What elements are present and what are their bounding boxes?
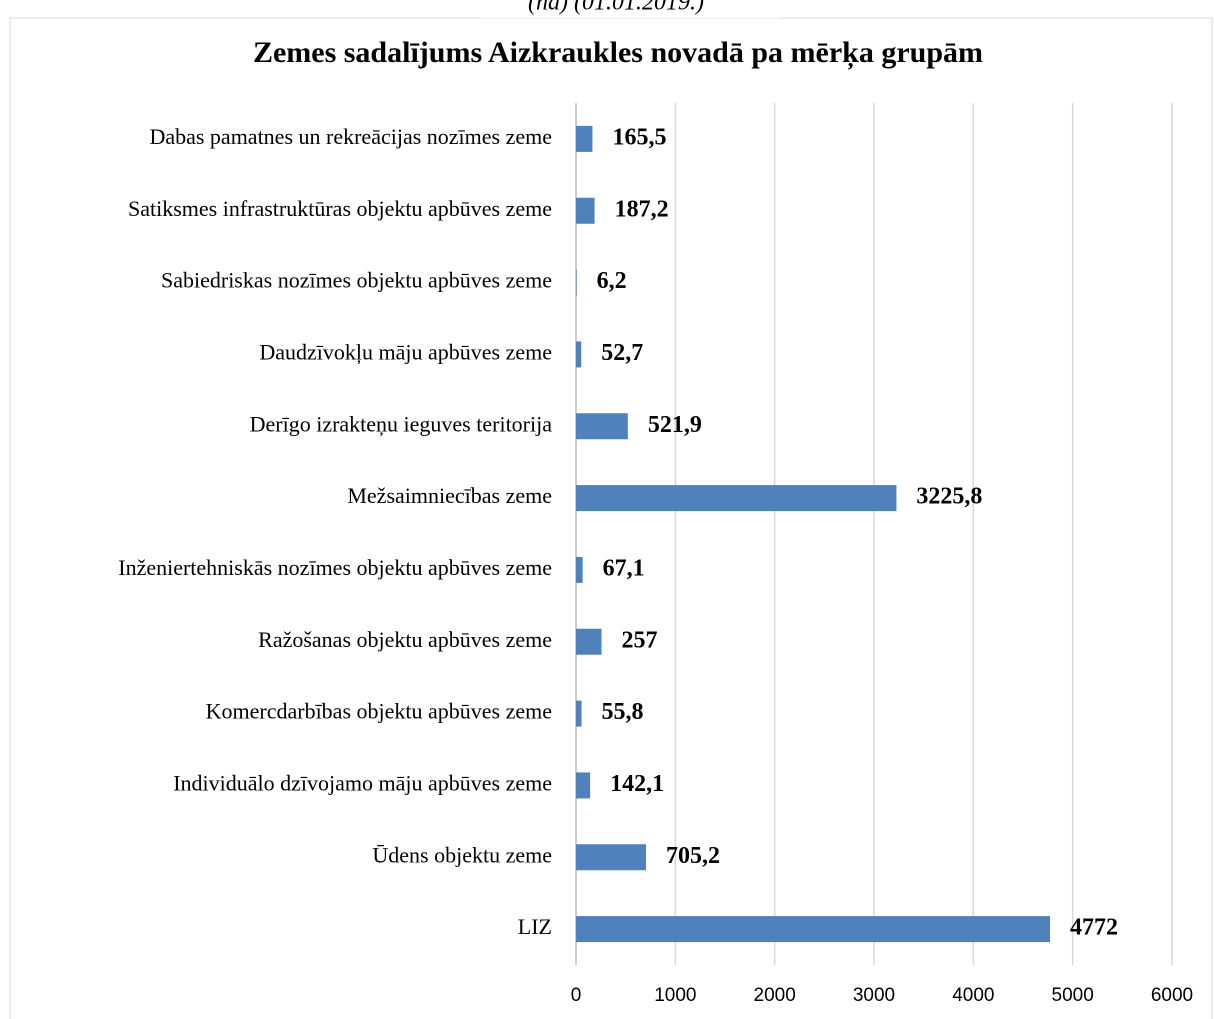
bar: [576, 485, 897, 512]
data-label: 55,8: [602, 699, 644, 725]
y-tick-label: LIZ: [518, 914, 552, 939]
data-label: 257: [622, 627, 658, 653]
x-tick-label: 1000: [654, 985, 696, 1006]
bar: [576, 341, 582, 368]
data-label: 187,2: [615, 196, 669, 222]
y-tick-label: Dabas pamatnes un rekreācijas nozīmes ze…: [149, 124, 552, 149]
y-tick-label: Derīgo izrakteņu ieguves teritorija: [250, 411, 553, 436]
bar: [576, 269, 577, 296]
bar: [576, 413, 628, 440]
y-tick-label: Inženiertehniskās nozīmes objektu apbūve…: [118, 555, 552, 580]
data-label: 521,9: [648, 412, 702, 438]
x-tick-label: 6000: [1151, 985, 1193, 1006]
data-label: 67,1: [603, 555, 645, 581]
x-tick-label: 4000: [952, 985, 994, 1006]
bar: [576, 700, 582, 727]
bar: [576, 916, 1051, 943]
bar: [576, 556, 583, 583]
x-tick-label: 5000: [1052, 985, 1094, 1006]
caption-bg: [480, 0, 780, 18]
data-label: 705,2: [666, 843, 720, 869]
bar: [576, 125, 593, 152]
y-tick-label: Mežsaimniecības zeme: [347, 483, 552, 508]
bar: [576, 197, 595, 224]
y-tick-label: Komercdarbības objektu apbūves zeme: [206, 699, 552, 724]
y-tick-label: Sabiedriskas nozīmes objektu apbūves zem…: [161, 268, 552, 293]
x-tick-label: 2000: [754, 985, 796, 1006]
y-tick-label: Satiksmes infrastruktūras objektu apbūve…: [128, 196, 552, 221]
data-label: 142,1: [610, 771, 664, 797]
y-tick-label: Individuālo dzīvojamo māju apbūves zeme: [173, 770, 552, 795]
bar: [576, 844, 647, 871]
caption: (ha) (01.01.2019.): [528, 0, 704, 16]
x-tick-label: 0: [571, 985, 582, 1006]
y-tick-label: Ūdens objektu zeme: [372, 842, 552, 867]
data-label: 165,5: [612, 124, 666, 150]
chart-title: Zemes sadalījums Aizkraukles novadā pa m…: [253, 36, 983, 70]
data-label: 3225,8: [916, 484, 982, 510]
data-label: 6,2: [597, 268, 627, 294]
y-tick-label: Ražošanas objektu apbūves zeme: [258, 627, 552, 652]
data-label: 4772: [1070, 915, 1118, 941]
data-label: 52,7: [601, 340, 643, 366]
bar: [576, 628, 602, 655]
bar: [576, 772, 591, 799]
y-tick-label: Daudzīvokļu māju apbūves zeme: [259, 339, 552, 364]
x-tick-label: 3000: [853, 985, 895, 1006]
